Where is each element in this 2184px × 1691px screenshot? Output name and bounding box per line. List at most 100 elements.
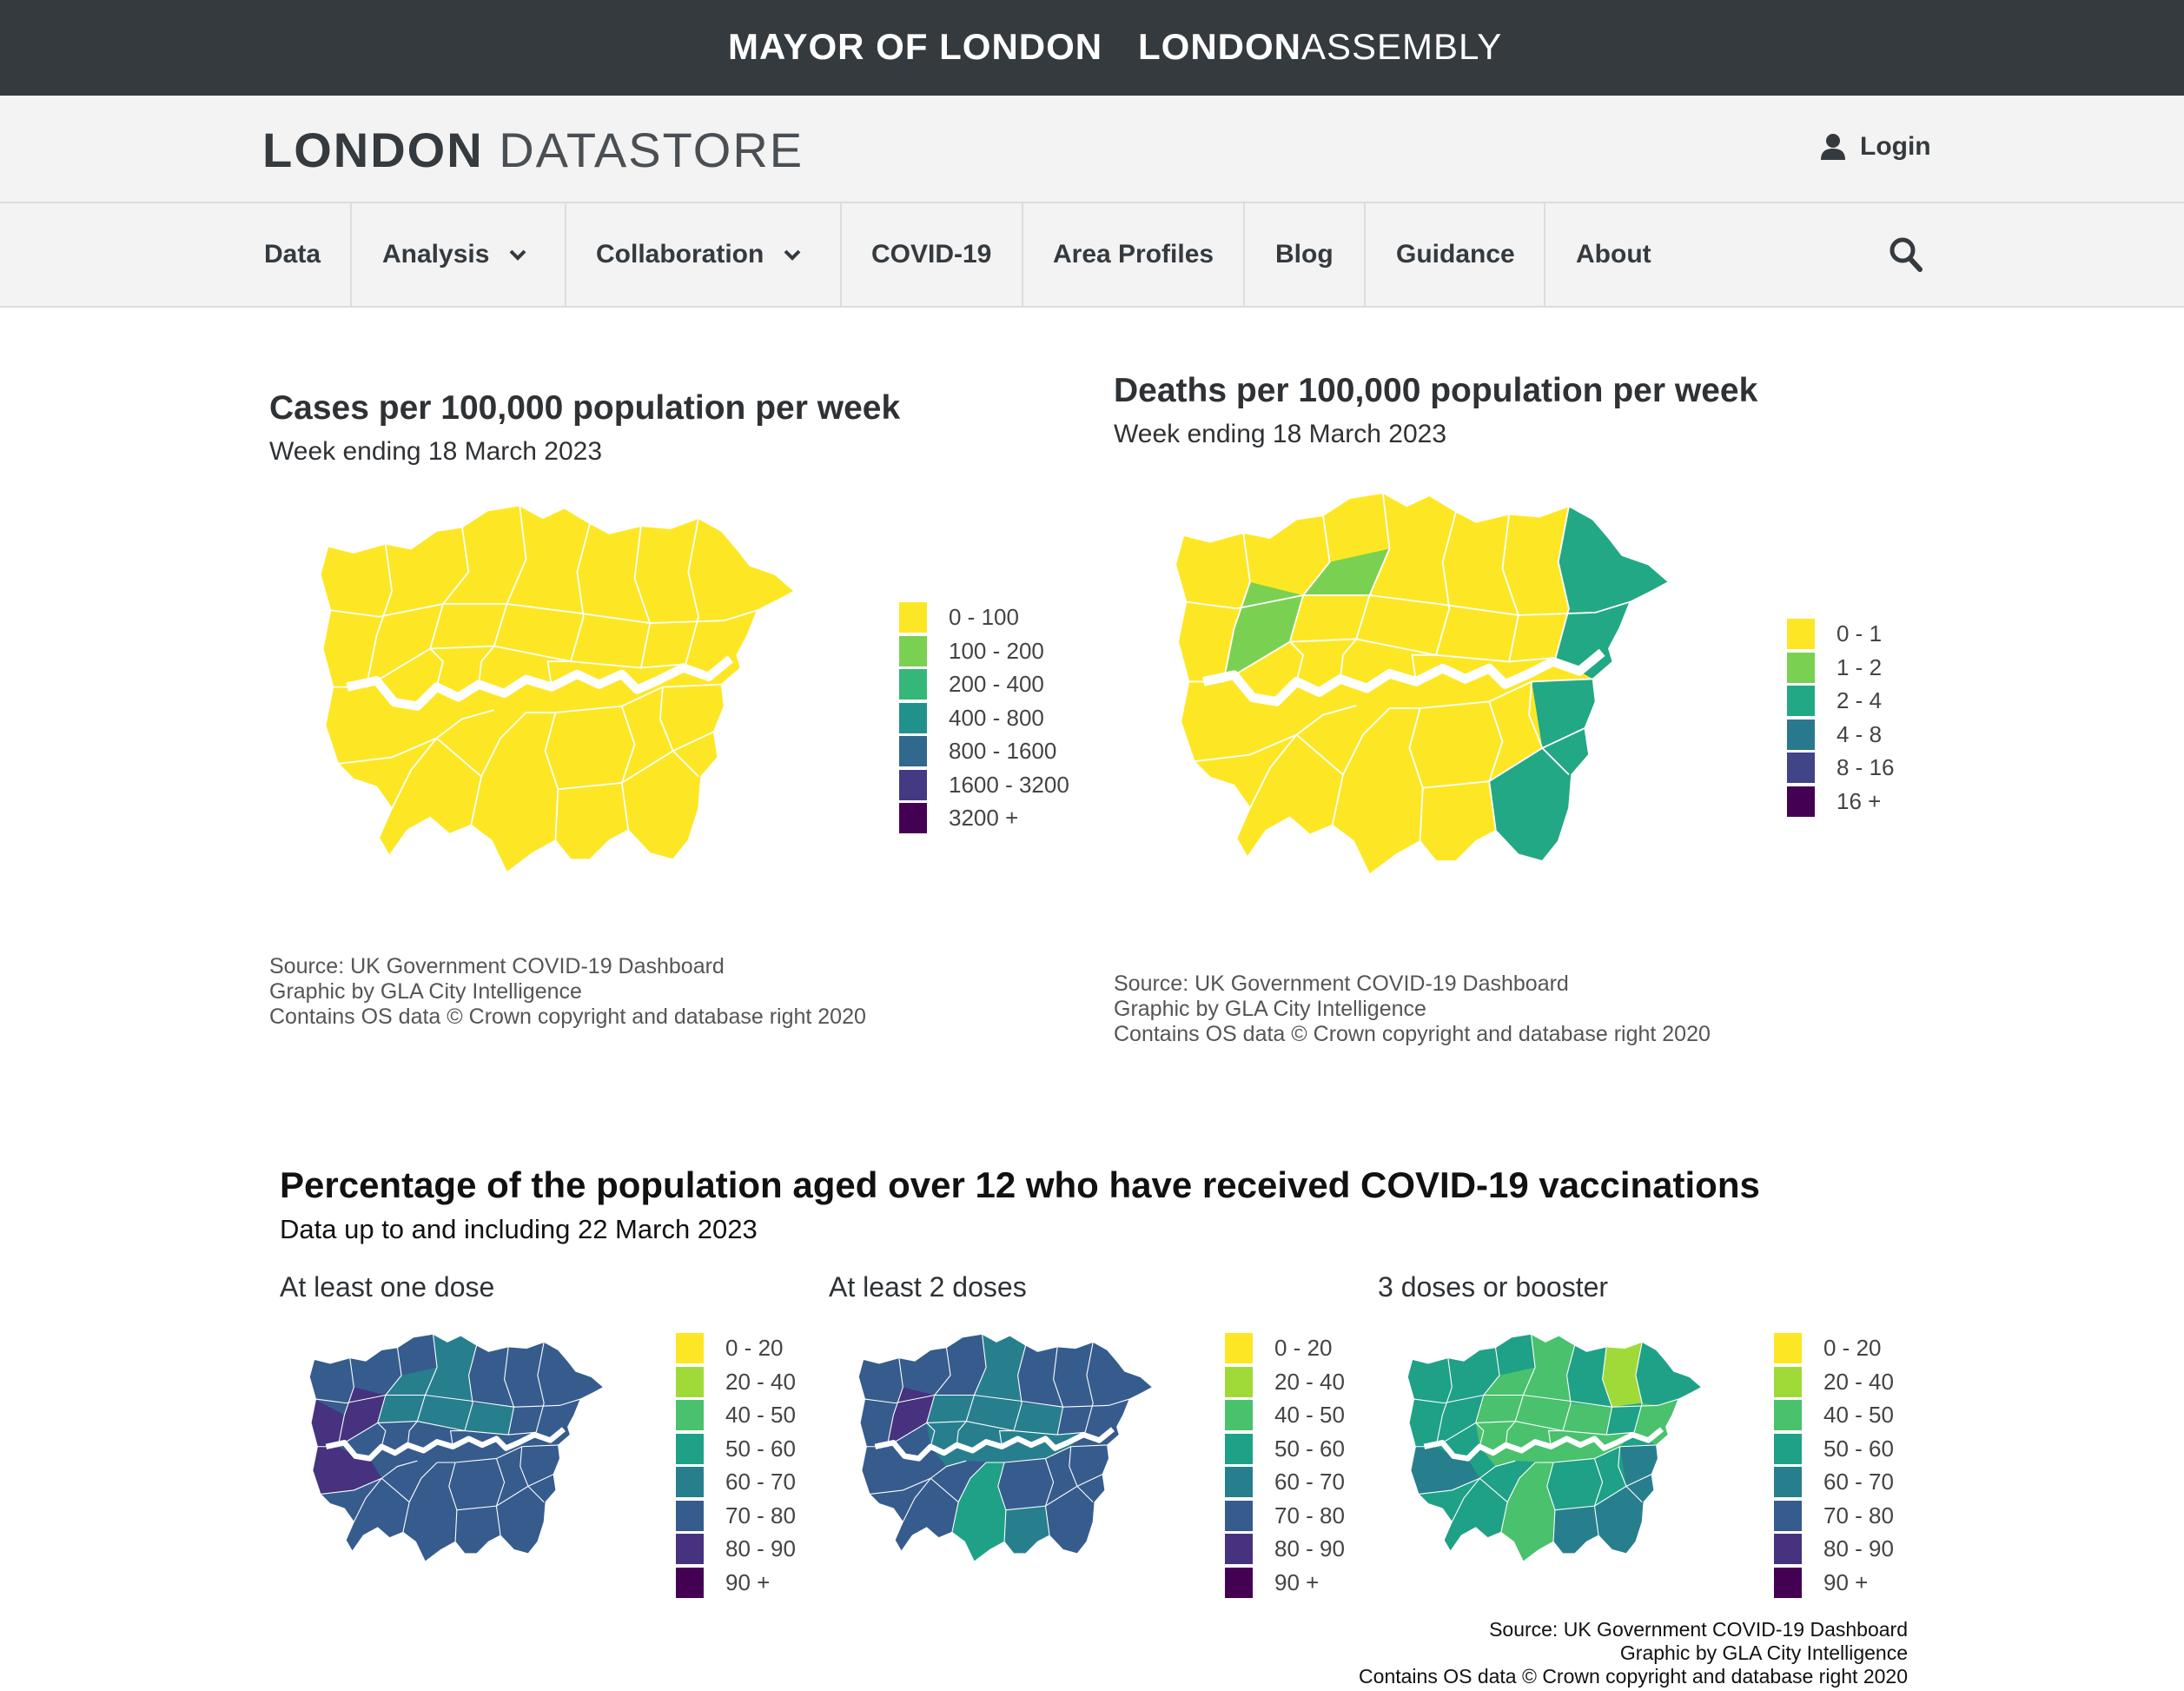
legend-swatch [1225,1433,1253,1464]
legend-label: 1 - 2 [1837,653,1883,680]
legend-swatch [1774,1400,1802,1430]
borough-border [986,1444,1108,1463]
legend-label: 40 - 50 [1274,1402,1345,1428]
legend-item: 70 - 80 [1774,1500,1894,1531]
legend-item: 70 - 80 [1225,1500,1345,1531]
nav-label: Data [264,240,321,269]
nav-item-collaboration[interactable]: Collaboration [596,203,802,306]
legend-label: 3200 + [949,805,1019,831]
legend-item: 90 + [676,1567,771,1598]
borough-area [1409,1399,1443,1447]
london-assembly-link[interactable]: LONDONASSEMBLY [1138,26,1502,68]
borough-border [416,1334,438,1422]
borough-border [1435,1357,1453,1447]
borough-area [1602,1342,1643,1408]
mayor-of-london-link[interactable]: MAYOR OF LONDON [728,26,1103,67]
borough-border [1389,678,1593,709]
borough-area [1555,601,1631,680]
datastore-logo[interactable]: LONDON DATASTORE [262,122,804,178]
legend-item: 60 - 70 [1225,1467,1345,1497]
borough-border [951,1462,987,1533]
search-icon[interactable] [1889,236,1923,273]
borough-border [1411,653,1436,682]
nav-divider [1544,203,1545,306]
legend-label: 90 + [1274,1568,1320,1595]
borough-border [1554,1474,1652,1511]
nav-label: Blog [1275,240,1334,269]
legend-item: 8 - 16 [1787,753,1895,783]
two-doses-legend: 0 - 20 20 - 40 40 - 50 50 - 60 60 - 70 70 - 8… [1225,1333,1347,1598]
nav-item-blog[interactable]: Blog [1275,203,1334,306]
login-label: Login [1860,132,1931,161]
borough-border [869,1477,959,1503]
borough-border [685,518,699,665]
borough-area [1634,1399,1679,1445]
legend-label: 2 - 4 [1837,687,1883,713]
borough-border [1546,1462,1556,1542]
legend-label: 90 + [725,1568,771,1595]
legend-item: 60 - 70 [676,1467,796,1497]
legend-swatch [899,769,927,800]
borough-border [464,1344,478,1431]
borough-area [1483,1367,1536,1396]
nav-label: COVID-19 [871,240,992,269]
legend-label: 0 - 20 [1274,1335,1333,1361]
nav-item-analysis[interactable]: Analysis [382,203,527,306]
borough-area [504,1342,545,1408]
borough-border [1408,707,1424,841]
borough-border [456,1474,554,1511]
nav-item-covid-19[interactable]: COVID-19 [871,203,991,306]
borough-border [526,683,722,713]
map-outline [1175,492,1670,876]
borough-border [337,1357,354,1447]
borough-border [320,1477,410,1503]
nav-item-data[interactable]: Data [264,203,321,306]
borough-border [546,660,571,687]
login-link[interactable]: Login [1820,132,1931,162]
legend-item: 20 - 40 [1225,1366,1345,1397]
nav-divider [1364,203,1366,306]
legend-item: 50 - 60 [676,1433,796,1464]
legend-swatch [1774,1467,1802,1497]
nav-item-area-profiles[interactable]: Area Profiles [1053,203,1214,306]
nav-divider [565,203,566,306]
legend-label: 50 - 60 [1823,1435,1894,1462]
source-line: Graphic by GLA City Intelligence [269,979,582,1004]
booster-legend: 0 - 20 20 - 40 40 - 50 50 - 60 60 - 70 70 - 8… [1774,1333,1896,1598]
borough-area [1004,1506,1050,1554]
source-line: Source: UK Government COVID-19 Dashboard [1114,971,1569,996]
site-header: LONDON DATASTORE Login [0,96,2184,203]
thames-river [874,1427,1115,1462]
legend-swatch [1774,1366,1802,1397]
legend-label: 0 - 20 [725,1335,784,1361]
legend-swatch [1225,1567,1253,1598]
cases-map [320,504,796,873]
nav-item-about[interactable]: About [1576,203,1651,306]
legend-label: 80 - 90 [1274,1535,1345,1562]
legend-label: 80 - 90 [725,1535,796,1562]
borough-border [1500,1462,1536,1533]
legend-label: 16 + [1837,787,1882,814]
borough-area [1558,506,1669,613]
borough-border [1535,1444,1657,1463]
borough-border [544,712,559,841]
thames-river [1423,1427,1664,1462]
borough-border [1547,1429,1563,1447]
legend-label: 40 - 50 [1823,1402,1894,1428]
borough-border [1413,1394,1679,1408]
legend-item: 90 + [1774,1567,1868,1598]
borough-area [1475,1395,1612,1436]
one-dose-map [308,1333,605,1562]
deaths-legend: 0 - 1 1 - 2 2 - 4 4 - 8 8 - 16 16 + [1787,619,1961,819]
legend-swatch [676,1567,704,1598]
thames-river [1202,648,1605,706]
source-line: Graphic by GLA City Intelligence [1114,997,1426,1021]
map-outline [308,1333,605,1562]
legend-item: 400 - 800 [899,702,1044,733]
legend-swatch [676,1467,704,1497]
nav-item-guidance[interactable]: Guidance [1396,203,1515,306]
borough-area [311,1399,345,1447]
legend-swatch [676,1400,704,1430]
legend-swatch [1787,753,1815,783]
panel-title-one-dose: At least one dose [280,1271,495,1303]
